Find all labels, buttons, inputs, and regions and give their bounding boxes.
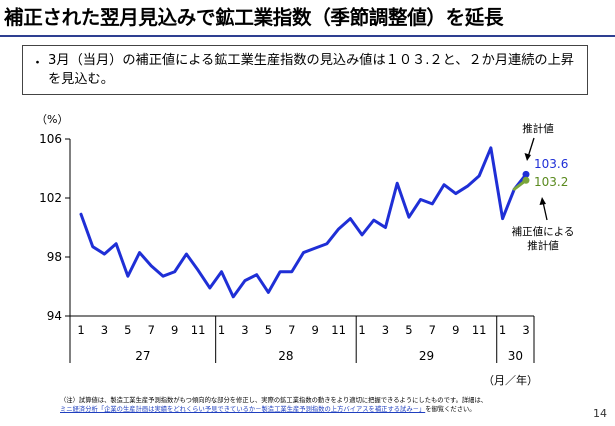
x-tick-label: 9: [452, 323, 459, 337]
x-tick-label: 1: [358, 323, 365, 337]
series-end-point-corrected: [522, 176, 530, 184]
x-tick-label: 9: [171, 323, 178, 337]
footnote-suffix: を御覧ください。: [425, 406, 476, 413]
x-axis-label: （月／年）: [483, 373, 538, 387]
x-tick-label: 5: [124, 323, 131, 337]
annotation-corrected-label: 補正値による: [512, 225, 575, 238]
x-tick-labels: 1 3 5 7 9 11 1 3 5 7 9 11 1 3 5 7 9 11 1 3: [77, 323, 529, 337]
y-tick-label: 106: [39, 132, 62, 146]
x-tick-label: 3: [382, 323, 389, 337]
x-tick-label: 1: [77, 323, 84, 337]
year-labels: 27 28 29 30: [135, 349, 523, 363]
x-tick-label: 1: [218, 323, 225, 337]
footnote: （注）試算値は、製造工業生産予測指数がもつ傾向的な部分を修正し、実際の鉱工業指数…: [60, 396, 580, 414]
annotation-corrected-value: 103.2: [534, 175, 568, 189]
x-tick-label: 7: [148, 323, 155, 337]
summary-bullet: ・: [31, 56, 45, 71]
series-lines: [79, 146, 530, 299]
x-tick-label: 11: [191, 323, 206, 337]
series-line-estimate: [79, 146, 528, 299]
x-tick-label: 7: [288, 323, 295, 337]
annotation-estimate-value: 103.6: [534, 157, 568, 171]
footnote-line1: （注）試算値は、製造工業生産予測指数がもつ傾向的な部分を修正し、実際の鉱工業指数…: [60, 397, 488, 404]
y-tick-label: 102: [39, 191, 62, 205]
x-tick-label: 1: [499, 323, 506, 337]
summary-box: ・ 3月（当月）の補正値による鉱工業生産指数の見込み値は１０３.２と、２か月連続…: [22, 45, 588, 95]
y-tick-label: 98: [47, 250, 62, 264]
x-tick-label: 7: [429, 323, 436, 337]
annotation-arrowhead-corrected: [539, 197, 546, 205]
y-axis-label: （%）: [36, 113, 68, 126]
x-tick-label: 11: [472, 323, 487, 337]
y-tick-label: 94: [47, 309, 62, 323]
annotation-corrected-label: 推計値: [527, 239, 559, 252]
footnote-line2: ミニ経済分析「企業の生産計画は実績をどれくらい予見できているか－製造工業生産予測…: [60, 405, 580, 414]
x-tick-label: 11: [331, 323, 346, 337]
annotation-estimate-label: 推計値: [522, 122, 554, 135]
x-tick-label: 5: [265, 323, 272, 337]
annotation-arrow-corrected: [542, 201, 548, 221]
footnote-link[interactable]: ミニ経済分析「企業の生産計画は実績をどれくらい予見できているか－製造工業生産予測…: [60, 406, 426, 413]
summary-text: 3月（当月）の補正値による鉱工業生産指数の見込み値は１０３.２と、２か月連続の上…: [48, 53, 574, 87]
year-label: 29: [419, 349, 434, 363]
annotation-arrowhead-estimate: [524, 153, 531, 161]
x-tick-label: 9: [312, 323, 319, 337]
chart-axes: [65, 138, 535, 363]
x-tick-label: 3: [241, 323, 248, 337]
page-number: 14: [593, 407, 607, 420]
annotation-arrow-estimate: [527, 137, 535, 158]
x-tick-label: 3: [101, 323, 108, 337]
page-title: 補正された翌月見込みで鉱工業指数（季節調整値）を延長: [4, 6, 504, 29]
title-rule: [0, 35, 615, 37]
year-label: 28: [278, 349, 293, 363]
y-tick-labels: 94 98 102 106: [39, 132, 62, 323]
year-label: 30: [508, 349, 523, 363]
x-tick-label: 3: [522, 323, 529, 337]
x-tick-label: 5: [405, 323, 412, 337]
series-end-point-estimate: [522, 170, 530, 178]
year-label: 27: [135, 349, 150, 363]
